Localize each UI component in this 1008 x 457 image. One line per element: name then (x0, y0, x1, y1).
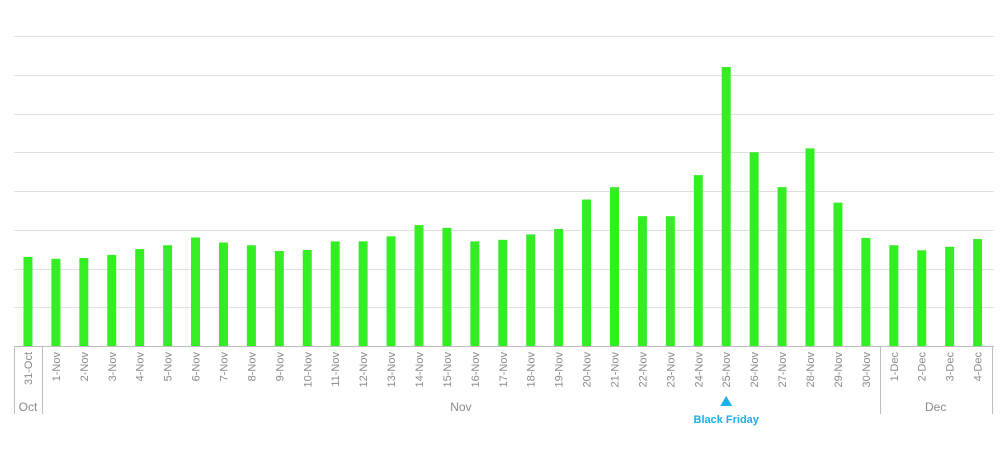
bar (945, 246, 955, 346)
bar (637, 216, 647, 346)
bar (330, 241, 340, 347)
x-tick-label: 30-Nov (861, 352, 873, 388)
x-tick-label: 14-Nov (414, 352, 426, 388)
bar (274, 251, 284, 346)
bar (107, 254, 117, 346)
bar (582, 199, 592, 346)
x-tick-label: 5-Nov (163, 352, 175, 382)
bar (749, 152, 759, 346)
bar (246, 245, 256, 346)
x-tick-label: 8-Nov (246, 352, 258, 382)
bar (693, 175, 703, 346)
x-tick-label: 20-Nov (582, 352, 594, 388)
gridlines (14, 36, 994, 347)
bar (218, 242, 228, 346)
bar (665, 216, 675, 346)
x-tick-label: 22-Nov (637, 352, 649, 388)
x-tick-label: 9-Nov (274, 352, 286, 382)
x-tick-label: 21-Nov (610, 352, 622, 388)
bar (833, 202, 843, 347)
x-tick-label: 7-Nov (218, 352, 230, 382)
bar (526, 234, 536, 346)
bar (51, 258, 61, 346)
x-tick-label: 13-Nov (386, 352, 398, 388)
x-tick-label: 3-Dec (945, 352, 957, 382)
bar (917, 250, 927, 346)
month-label: Oct (19, 400, 38, 414)
bar (498, 239, 508, 346)
bar (386, 236, 396, 346)
bar (861, 237, 871, 346)
bar (23, 256, 33, 347)
x-tick-label: 2-Dec (917, 352, 929, 382)
month-label: Dec (925, 400, 946, 414)
bar (610, 187, 619, 347)
x-tick-label: 1-Nov (51, 352, 63, 382)
bar (889, 245, 899, 346)
x-tick-label: 28-Nov (805, 352, 817, 388)
x-tick-label: 16-Nov (470, 352, 482, 388)
x-tick-label: 29-Nov (833, 352, 845, 388)
x-tick-label: 15-Nov (442, 352, 454, 388)
x-tick-label: 25-Nov (721, 352, 733, 388)
x-tick-label: 17-Nov (498, 352, 510, 388)
x-tick-label: 18-Nov (526, 352, 538, 388)
bar (721, 67, 731, 346)
x-tick-label: 10-Nov (302, 352, 314, 388)
x-tick-label: 27-Nov (777, 352, 789, 388)
x-tick-label: 31-Oct (23, 352, 35, 385)
x-tick-label: 19-Nov (554, 352, 566, 388)
bar (973, 239, 983, 346)
bar (163, 245, 173, 346)
annotation: Black Friday (694, 396, 760, 426)
bar (191, 237, 201, 346)
bar (358, 241, 368, 347)
bar (470, 241, 480, 347)
bar (442, 227, 452, 346)
bar (79, 258, 89, 346)
x-tick-label: 23-Nov (665, 352, 677, 388)
x-tick-label: 1-Dec (889, 352, 901, 382)
bar (554, 228, 564, 346)
bar (805, 148, 815, 347)
x-tick-label: 4-Dec (973, 352, 985, 382)
x-tick-label: 12-Nov (358, 352, 370, 388)
x-tick-label: 3-Nov (107, 352, 119, 382)
x-axis: 31-Oct 1-Nov 2-Nov 3-Nov 4-Nov 5-Nov 6-Nov 7-No… (14, 346, 993, 414)
x-tick-label: 11-Nov (330, 352, 342, 387)
x-tick-label: 2-Nov (79, 352, 91, 382)
annotation-marker (720, 396, 733, 406)
x-tick-label: 24-Nov (693, 352, 705, 388)
annotation-label: Black Friday (694, 414, 760, 426)
bar (777, 187, 787, 347)
bars (23, 67, 983, 347)
x-tick-label: 6-Nov (191, 352, 203, 382)
x-tick-label: 4-Nov (135, 352, 147, 382)
bar (135, 249, 145, 347)
month-label: Nov (450, 400, 471, 414)
x-tick-label: 26-Nov (749, 352, 761, 388)
bar (302, 249, 312, 346)
bar (414, 225, 424, 346)
